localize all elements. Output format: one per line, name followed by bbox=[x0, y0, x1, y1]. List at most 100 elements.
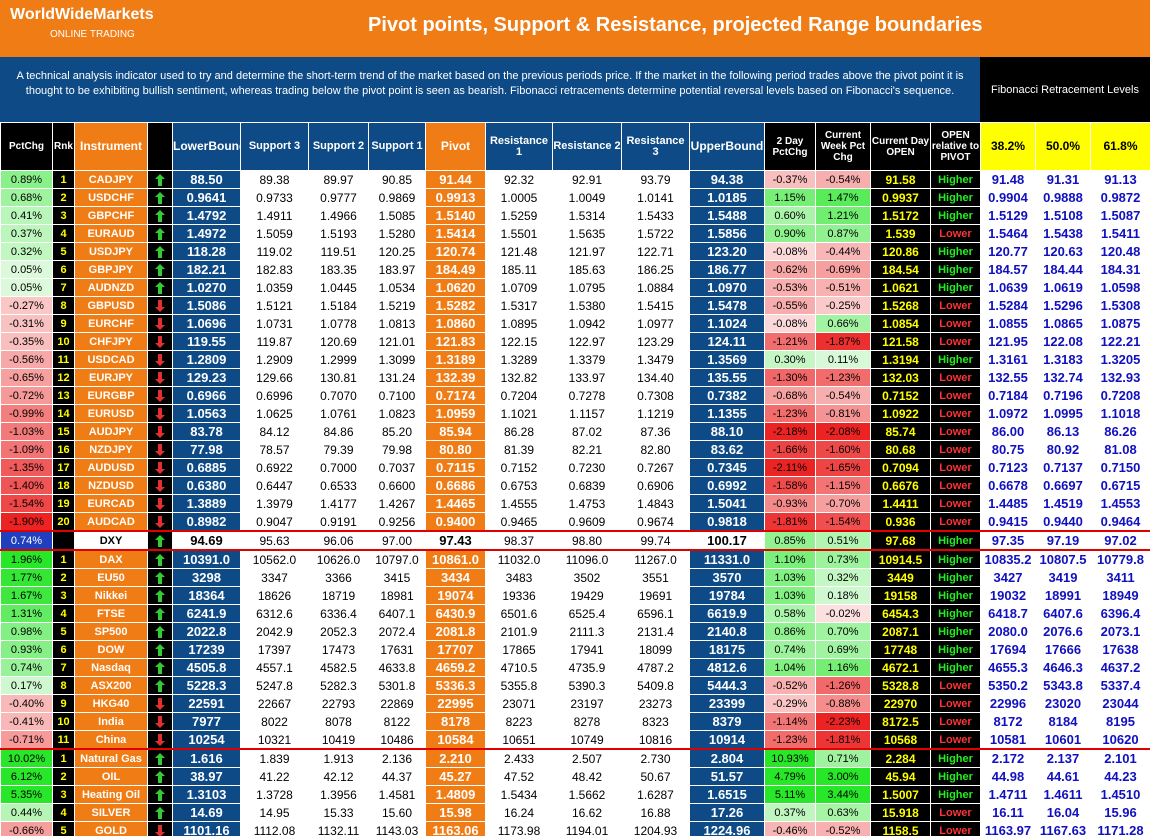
data-row: 0.17% 8 ASX200 5228.3 5247.8 5282.3 5301.8 5336… bbox=[0, 676, 1150, 695]
open-vs-pivot: Higher bbox=[930, 242, 981, 261]
support-2: 119.51 bbox=[308, 242, 369, 261]
day-open: 0.7094 bbox=[870, 458, 931, 477]
rank: 14 bbox=[52, 404, 75, 423]
arrow-icon bbox=[155, 390, 165, 403]
support-3: 0.6922 bbox=[240, 458, 309, 477]
support-1: 3415 bbox=[368, 568, 426, 587]
week-pct-change: -0.52% bbox=[815, 821, 871, 836]
upper-bound: 23399 bbox=[689, 694, 765, 713]
data-row: 0.37% 4 EURAUD 1.4972 1.5059 1.5193 1.5280 1.54… bbox=[0, 224, 1150, 243]
data-row: -0.31% 9 EURCHF 1.0696 1.0731 1.0778 1.0813 1.0… bbox=[0, 314, 1150, 333]
pivot-table: PctChg Rnk Instrument LowerBound Support 3 Su… bbox=[0, 122, 1150, 836]
support-2: 89.97 bbox=[308, 170, 369, 189]
pct-change: 0.05% bbox=[0, 278, 53, 297]
day-open: 1.4411 bbox=[870, 494, 931, 513]
data-row: -0.65% 12 EURJPY 129.23 129.66 130.81 131.24 13… bbox=[0, 368, 1150, 387]
support-3: 2042.9 bbox=[240, 622, 309, 641]
resistance-2: 1.5380 bbox=[552, 296, 622, 315]
instrument-header: Instrument bbox=[74, 122, 148, 171]
trend-arrow bbox=[147, 260, 173, 279]
description-row: A technical analysis indicator used to t… bbox=[0, 57, 1150, 122]
support-1: 183.97 bbox=[368, 260, 426, 279]
week-pct-change: -0.70% bbox=[815, 494, 871, 513]
fib-38: 121.95 bbox=[980, 332, 1036, 351]
data-row: -1.35% 17 AUDUSD 0.6885 0.6922 0.7000 0.7037 0.… bbox=[0, 458, 1150, 477]
resistance-2: 1.5662 bbox=[552, 785, 622, 804]
pivot: 184.49 bbox=[425, 260, 486, 279]
resistance-3: 19691 bbox=[621, 586, 690, 605]
fib-50: 44.61 bbox=[1035, 767, 1091, 786]
data-row: -1.03% 15 AUDJPY 83.78 84.12 84.86 85.20 85.94 8… bbox=[0, 422, 1150, 441]
resistance-2: 11096.0 bbox=[552, 549, 622, 569]
support-3: 22667 bbox=[240, 694, 309, 713]
arrow-shape bbox=[155, 210, 165, 223]
fib-50: 3419 bbox=[1035, 568, 1091, 587]
upper-bound: 83.62 bbox=[689, 440, 765, 459]
support-3: 1.3728 bbox=[240, 785, 309, 804]
trend-arrow bbox=[147, 170, 173, 189]
two-day-pct-change: 0.85% bbox=[764, 530, 816, 551]
rank: 2 bbox=[52, 568, 75, 587]
day-open: 0.9937 bbox=[870, 188, 931, 207]
description: A technical analysis indicator used to t… bbox=[0, 57, 980, 122]
two-day-pct-change: -1.23% bbox=[764, 404, 816, 423]
arrow-shape bbox=[155, 644, 165, 657]
pct-change: -0.40% bbox=[0, 694, 53, 713]
fib-62: 184.31 bbox=[1090, 260, 1150, 279]
support-3: 182.83 bbox=[240, 260, 309, 279]
fib-62: 1.0875 bbox=[1090, 314, 1150, 333]
fib-62: 18949 bbox=[1090, 586, 1150, 605]
day-open: 2.284 bbox=[870, 748, 931, 768]
day-open: 0.7152 bbox=[870, 386, 931, 405]
lower-bound: 88.50 bbox=[172, 170, 241, 189]
upper-bound: 5444.3 bbox=[689, 676, 765, 695]
upper-bound: 124.11 bbox=[689, 332, 765, 351]
support-2: 1.4966 bbox=[308, 206, 369, 225]
open-vs-pivot: Lower bbox=[930, 712, 981, 731]
instrument: HKG40 bbox=[74, 694, 148, 713]
trend-arrow bbox=[147, 803, 173, 822]
support-3: 3347 bbox=[240, 568, 309, 587]
resistance-1: 122.15 bbox=[485, 332, 553, 351]
support-2: 18719 bbox=[308, 586, 369, 605]
support-2: 0.9777 bbox=[308, 188, 369, 207]
support-1: 5301.8 bbox=[368, 676, 426, 695]
pivot: 0.9400 bbox=[425, 512, 486, 532]
arrow-icon bbox=[155, 354, 165, 367]
resistance-2: 185.63 bbox=[552, 260, 622, 279]
fib-62-header: 61.8% bbox=[1090, 122, 1150, 171]
lower-bound: 1.0563 bbox=[172, 404, 241, 423]
fib-50: 0.7137 bbox=[1035, 458, 1091, 477]
fib-38: 1.5284 bbox=[980, 296, 1036, 315]
support-1: 1.3099 bbox=[368, 350, 426, 369]
pct-change: 0.89% bbox=[0, 170, 53, 189]
support-1: 97.00 bbox=[368, 530, 426, 551]
support-1: 1.5085 bbox=[368, 206, 426, 225]
fib-38: 17694 bbox=[980, 640, 1036, 659]
arrow-icon bbox=[155, 192, 165, 205]
data-row: -1.90% 20 AUDCAD 0.8982 0.9047 0.9191 0.9256 0.… bbox=[0, 512, 1150, 532]
pivot: 121.83 bbox=[425, 332, 486, 351]
two-day-pct-change: -2.11% bbox=[764, 458, 816, 477]
week-pct-change: 0.18% bbox=[815, 586, 871, 605]
instrument: EURGBP bbox=[74, 386, 148, 405]
fib-38: 1.4711 bbox=[980, 785, 1036, 804]
support-2: 1.913 bbox=[308, 748, 369, 768]
instrument: GBPCHF bbox=[74, 206, 148, 225]
two-day-pct-change: -1.58% bbox=[764, 476, 816, 495]
fib-62: 0.7150 bbox=[1090, 458, 1150, 477]
arrow-icon bbox=[155, 608, 165, 621]
resistance-1: 2101.9 bbox=[485, 622, 553, 641]
instrument: AUDJPY bbox=[74, 422, 148, 441]
arrow-shape bbox=[155, 626, 165, 639]
resistance-3: 123.29 bbox=[621, 332, 690, 351]
upper-bound: 88.10 bbox=[689, 422, 765, 441]
data-row: -0.40% 9 HKG40 22591 22667 22793 22869 22995 230… bbox=[0, 694, 1150, 713]
resistance-1: 1.5501 bbox=[485, 224, 553, 243]
trend-arrow bbox=[147, 821, 173, 836]
open-vs-pivot: Higher bbox=[930, 604, 981, 623]
lower-bound: 1.0270 bbox=[172, 278, 241, 297]
support-3: 4557.1 bbox=[240, 658, 309, 677]
arrow-icon bbox=[155, 174, 165, 187]
two-day-pct-change: 0.37% bbox=[764, 803, 816, 822]
